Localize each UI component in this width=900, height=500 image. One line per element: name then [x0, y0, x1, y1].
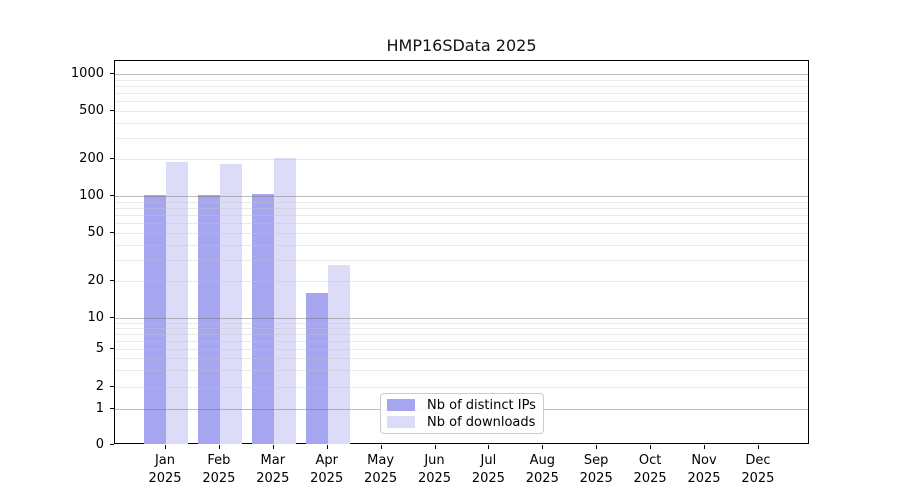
x-tick-mark [488, 445, 490, 449]
bar-distinct-ips [251, 193, 274, 444]
y-tick-mark [110, 73, 114, 74]
y-tick-mark [110, 348, 114, 349]
x-tick-mark [218, 445, 220, 449]
y-tick-label: 100 [79, 187, 104, 203]
bar-downloads [273, 157, 296, 444]
y-tick-label: 200 [79, 150, 104, 166]
legend-swatch-downloads [387, 416, 415, 428]
x-tick-mark [542, 445, 544, 449]
y-tick-mark [110, 195, 114, 196]
y-tick-label: 500 [79, 102, 104, 118]
x-tick-label: Jul 2025 [471, 453, 505, 486]
x-tick-label: Dec 2025 [741, 453, 775, 486]
bars-layer [115, 61, 808, 444]
y-tick-mark [110, 408, 114, 409]
bar-distinct-ips [197, 194, 220, 444]
y-tick-mark [110, 280, 114, 281]
y-tick-mark [110, 444, 114, 445]
y-tick-mark [110, 317, 114, 318]
x-tick-mark [757, 445, 759, 449]
y-tick-label: 5 [95, 340, 104, 356]
x-tick-mark [380, 445, 382, 449]
x-tick-mark [596, 445, 598, 449]
x-tick-label: Oct 2025 [633, 453, 667, 486]
y-tick-mark [110, 386, 114, 387]
bar-distinct-ips [144, 194, 166, 444]
bar-downloads [327, 265, 350, 444]
x-tick-mark [434, 445, 436, 449]
x-tick-label: Nov 2025 [687, 453, 721, 486]
legend-row-distinct-ips: Nb of distinct IPs [387, 397, 536, 413]
y-tick-mark [110, 158, 114, 159]
bar-downloads [219, 163, 242, 444]
y-tick-label: 1000 [70, 65, 104, 81]
y-tick-mark [110, 110, 114, 111]
legend-label-downloads: Nb of downloads [427, 414, 536, 430]
x-tick-label: Apr 2025 [310, 453, 344, 486]
bar-downloads [166, 161, 188, 444]
chart-title: HMP16SData 2025 [386, 36, 537, 55]
plot-area [114, 60, 809, 444]
bar-distinct-ips [305, 292, 328, 444]
x-tick-label: Feb 2025 [202, 453, 236, 486]
x-tick-label: Jun 2025 [417, 453, 452, 486]
y-tick-label: 20 [87, 272, 104, 288]
y-tick-label: 2 [95, 378, 104, 394]
legend-row-downloads: Nb of downloads [387, 414, 535, 430]
x-tick-label: Mar 2025 [256, 453, 290, 486]
y-tick-label: 1 [95, 400, 104, 416]
y-tick-label: 50 [87, 224, 104, 240]
y-tick-label: 0 [95, 436, 104, 452]
y-tick-mark [110, 232, 114, 233]
x-tick-mark [272, 445, 274, 449]
legend-swatch-distinct-ips [387, 399, 415, 411]
legend: Nb of distinct IPs Nb of downloads [380, 393, 544, 434]
x-tick-mark [704, 445, 705, 449]
x-tick-label: Jan 2025 [148, 453, 182, 486]
x-tick-label: Sep 2025 [579, 453, 613, 486]
legend-label-distinct-ips: Nb of distinct IPs [427, 397, 536, 413]
y-tick-label: 10 [87, 309, 104, 325]
x-tick-label: May 2025 [364, 453, 398, 486]
x-tick-mark [650, 445, 652, 449]
x-tick-mark [326, 445, 328, 449]
x-tick-mark [165, 445, 166, 449]
x-tick-label: Aug 2025 [525, 453, 559, 486]
